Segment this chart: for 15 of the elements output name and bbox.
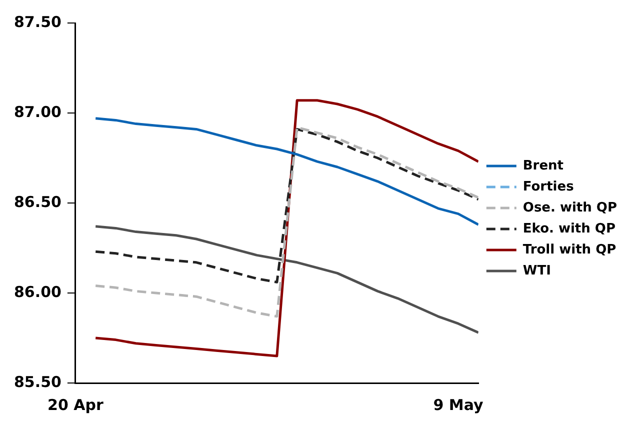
line-series xyxy=(94,126,478,318)
x-tick-label: 9 May xyxy=(433,396,484,414)
y-tick-label: 87.00 xyxy=(14,102,62,121)
y-tick-label: 86.50 xyxy=(14,192,62,211)
y-tick-label: 86.00 xyxy=(14,282,62,301)
legend-label: Troll with QP xyxy=(522,242,616,258)
y-tick-label: 87.50 xyxy=(14,12,62,31)
legend-label: Ose. with QP xyxy=(522,200,618,216)
legend-label: WTI xyxy=(522,263,551,278)
legend-label: Forties xyxy=(522,179,574,194)
line-series xyxy=(94,128,478,284)
x-tick-label: 20 Apr xyxy=(48,396,104,414)
legend-label: Eko. with QP xyxy=(522,221,616,236)
y-tick-label: 85.50 xyxy=(14,372,62,391)
legend-label: Brent xyxy=(522,158,564,174)
